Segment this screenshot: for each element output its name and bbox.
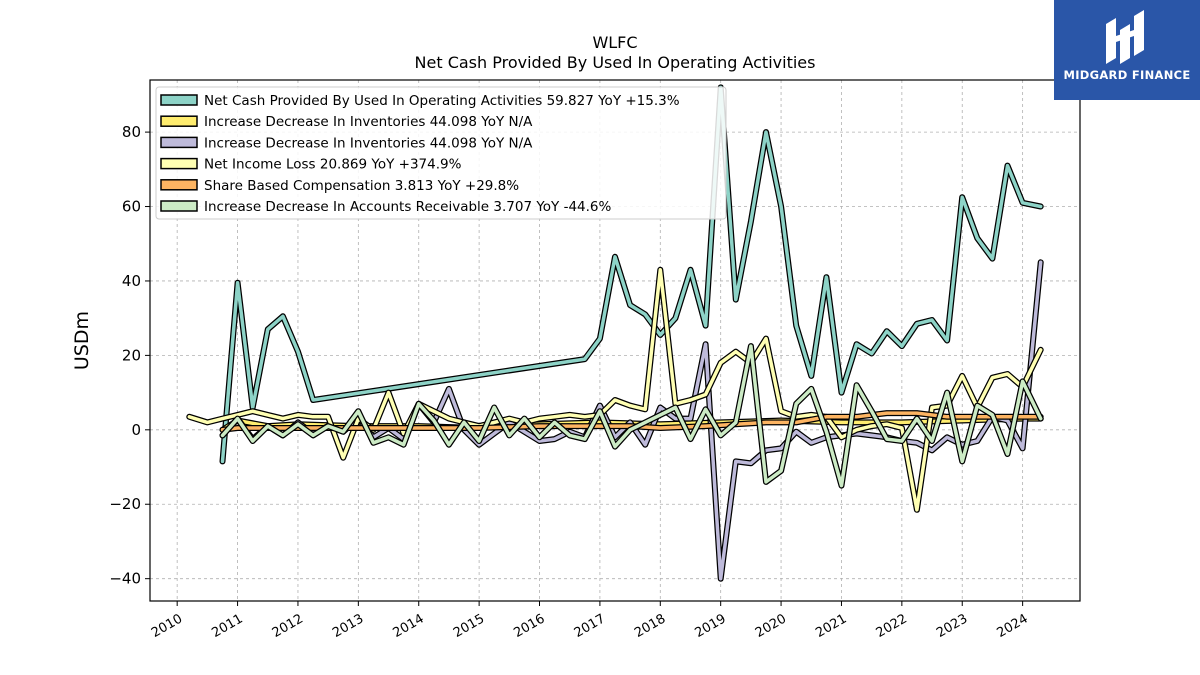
legend-label: Share Based Compensation 3.813 YoY +29.8… [204,178,519,194]
brand-logo: MIDGARD FINANCE [1054,0,1200,100]
legend-item: Net Income Loss 20.869 YoY +374.9% [160,157,462,173]
legend-swatch [160,115,198,127]
legend-label: Increase Decrease In Inventories 44.098 … [204,135,533,151]
legend-swatch [160,200,198,212]
series-6 [219,343,1044,489]
y-tick-label: 0 [131,421,141,439]
legend-item: Increase Decrease In Inventories 44.098 … [160,114,533,130]
legend-label: Net Cash Provided By Used In Operating A… [204,93,680,109]
legend: Net Cash Provided By Used In Operating A… [155,86,727,220]
series-lines [186,84,1044,582]
series-1 [219,84,1044,465]
legend-item: Share Based Compensation 3.813 YoY +29.8… [160,178,519,194]
y-tick-label: −40 [109,570,141,588]
legend-label: Net Income Loss 20.869 YoY +374.9% [204,157,462,173]
series-line [220,411,1043,432]
legend-swatch [160,136,198,149]
y-axis-label: USDm [71,311,93,370]
y-tick-label: 20 [122,346,141,364]
plot-frame [149,79,1081,602]
legend-label: Increase Decrease In Inventories 44.098 … [204,114,533,130]
series-line [220,344,1043,488]
legend-label: Increase Decrease In Accounts Receivable… [204,199,612,215]
legend-box [155,86,727,220]
legend-item: Increase Decrease In Accounts Receivable… [160,199,612,215]
y-tick-label: 80 [122,123,141,141]
legend-swatch [160,157,198,170]
y-tick-label: 40 [122,272,141,290]
y-tick-label: −20 [109,495,141,513]
chart-subtitle: Net Cash Provided By Used In Operating A… [415,53,816,72]
series-5 [219,410,1044,433]
legend-item: Increase Decrease In Inventories 44.098 … [160,135,533,151]
midgard-logo-icon [1106,10,1144,64]
legend-swatch [160,94,198,106]
y-axis: −40 −20 0 20 40 60 80 [109,123,150,588]
legend-item: Net Cash Provided By Used In Operating A… [160,93,680,109]
y-tick-label: 60 [122,198,141,216]
logo-text: MIDGARD FINANCE [1063,68,1191,82]
chart-title: WLFC [592,33,637,52]
series-line [220,85,1043,464]
legend-swatch [160,179,198,191]
